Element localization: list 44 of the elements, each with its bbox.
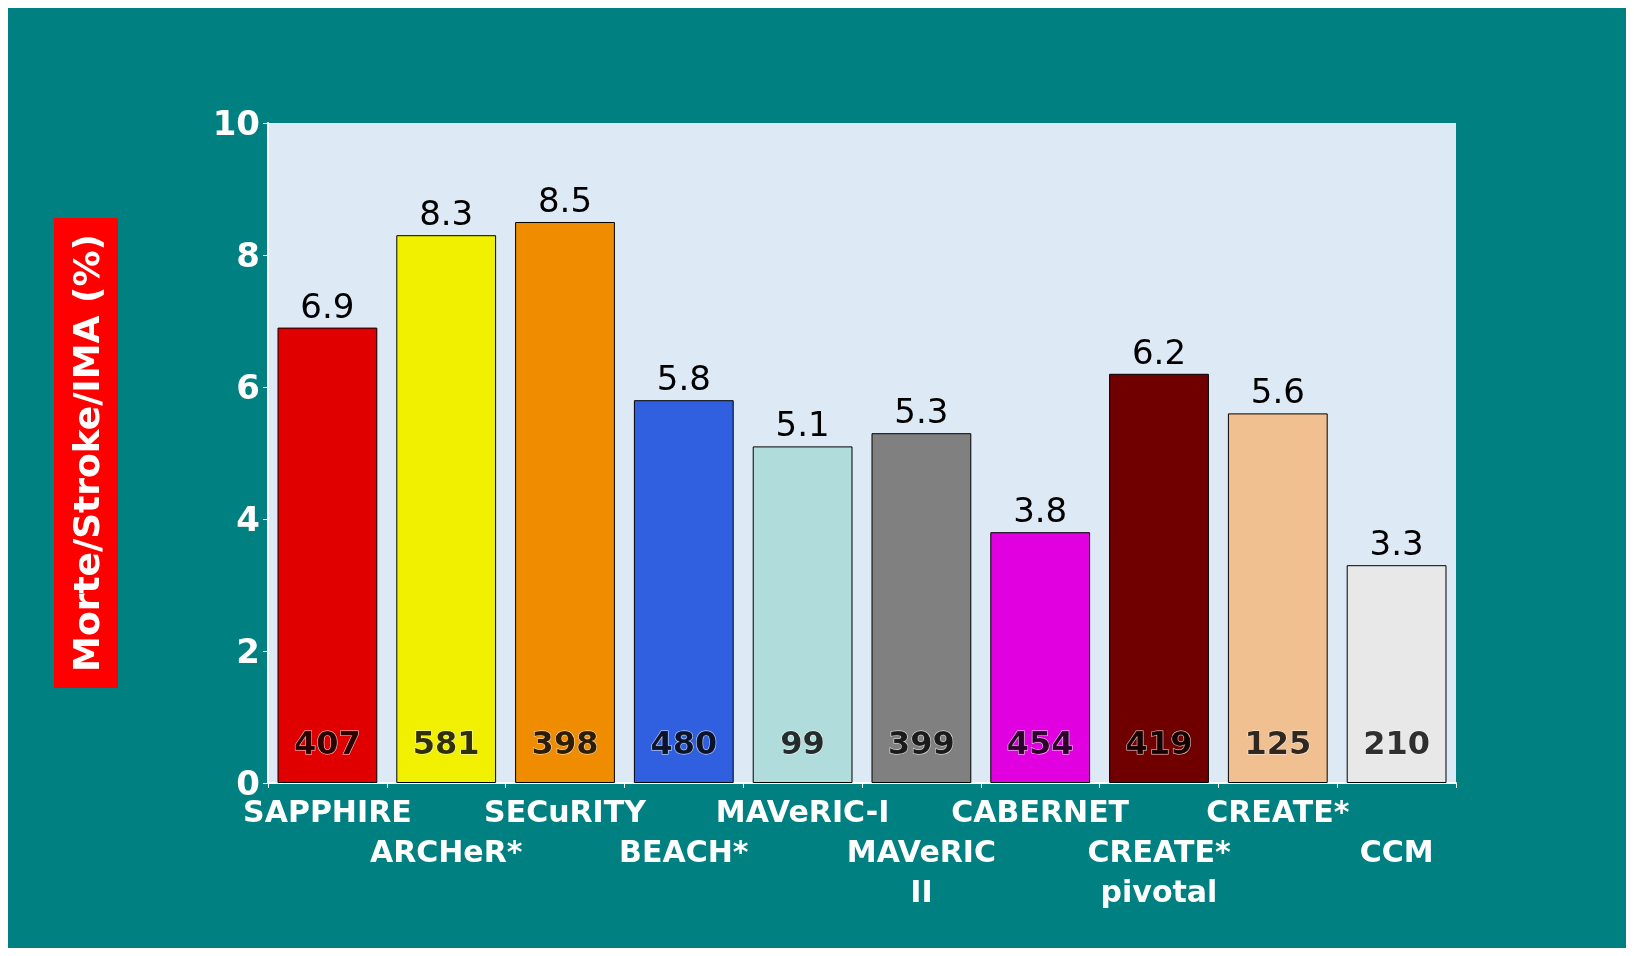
bar — [1227, 413, 1328, 783]
bar — [871, 433, 972, 783]
x-tick-label: MAVeRIC II — [846, 833, 997, 909]
data-label: 5.3 — [894, 391, 949, 432]
data-label: 5.1 — [775, 404, 830, 445]
data-label: 3.3 — [1369, 523, 1424, 564]
data-label: 8.5 — [537, 180, 593, 220]
y-tick-label: 10 — [212, 103, 260, 143]
bar — [990, 532, 1091, 783]
x-tick-label: CCM — [1359, 833, 1434, 869]
bar — [633, 400, 734, 783]
bar — [515, 222, 615, 783]
data-label: 5.6 — [1250, 371, 1305, 412]
x-tick-label: BEACH* — [619, 833, 749, 869]
y-tick-label: 2 — [236, 631, 260, 671]
bar — [1109, 373, 1209, 783]
annotation: 398 — [531, 724, 599, 763]
annotation: 454 — [1006, 724, 1074, 763]
annotation: 419 — [1125, 724, 1193, 763]
y-tick-label: 4 — [236, 499, 260, 539]
y-tick-label: 8 — [236, 235, 260, 275]
data-label: 6.2 — [1131, 331, 1187, 372]
bar — [396, 235, 497, 783]
x-tick-label: MAVeRIC-I — [715, 793, 890, 829]
bar — [277, 327, 378, 783]
x-tick-label: CABERNET — [951, 793, 1130, 829]
annotation: 125 — [1244, 724, 1312, 763]
annotation: 407 — [294, 724, 361, 763]
data-label: 3.8 — [1013, 490, 1068, 531]
x-tick-label: ARCHeR* — [369, 833, 523, 869]
annotation: 210 — [1363, 724, 1430, 763]
x-tick-label: SECuRITY — [484, 793, 648, 829]
annotation: 480 — [650, 724, 718, 763]
x-tick-label: CREATE* — [1206, 793, 1350, 829]
bar — [752, 446, 853, 783]
y-tick-label: 6 — [236, 367, 260, 407]
data-label: 8.3 — [419, 193, 474, 234]
annotation: 581 — [412, 724, 480, 763]
y-axis-title: Morte/Stroke/IMA (%) — [65, 234, 107, 672]
data-label: 6.9 — [300, 285, 355, 326]
annotation: 99 — [780, 724, 825, 763]
data-label: 5.8 — [656, 358, 711, 399]
x-tick-label: CREATE* pivotal — [1087, 833, 1231, 909]
annotation: 399 — [888, 724, 955, 763]
